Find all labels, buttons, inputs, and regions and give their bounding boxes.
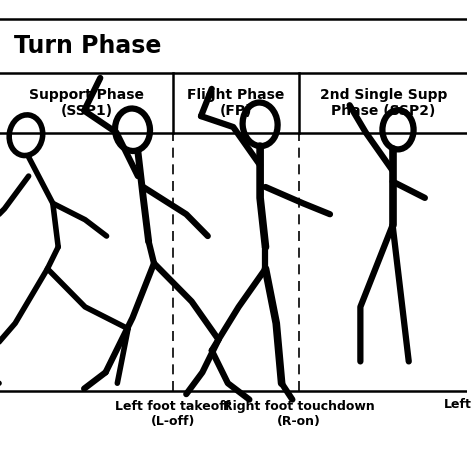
Text: Right foot touchdown
(R-on): Right foot touchdown (R-on) — [223, 400, 375, 428]
Text: Left foot takeoff
(L-off): Left foot takeoff (L-off) — [115, 400, 230, 428]
Text: Support Phase
(SSP1): Support Phase (SSP1) — [29, 88, 144, 118]
Text: Flight Phase
(FP): Flight Phase (FP) — [187, 88, 285, 118]
Text: 2nd Single Supp
Phase (SSP2): 2nd Single Supp Phase (SSP2) — [319, 88, 447, 118]
Text: Turn Phase: Turn Phase — [14, 34, 162, 58]
Text: Left: Left — [444, 398, 472, 410]
